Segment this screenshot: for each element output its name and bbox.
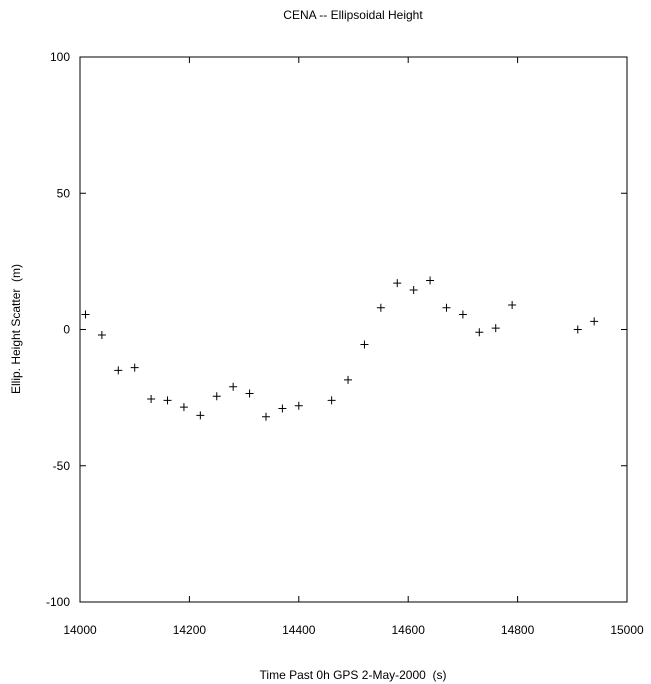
data-point [245,389,254,398]
x-tick-label: 14600 [392,623,426,637]
data-point [212,392,221,401]
data-point [229,382,238,391]
y-tick-label: -100 [46,595,70,609]
data-point [294,401,303,410]
x-tick-label: 14200 [173,623,207,637]
data-point [130,363,139,372]
x-axis-label: Time Past 0h GPS 2-May-2000 (s) [260,668,447,682]
data-point [573,325,582,334]
chart-title: CENA -- Ellipsoidal Height [283,8,423,22]
data-point [179,403,188,412]
data-point [376,303,385,312]
data-point [327,396,336,405]
data-point [147,394,156,403]
data-point [475,328,484,337]
y-tick-label: 50 [57,186,71,200]
data-point [344,375,353,384]
data-point [81,310,90,319]
data-point [97,330,106,339]
data-point [409,285,418,294]
x-tick-label: 14000 [63,623,97,637]
data-point [426,276,435,285]
x-tick-label: 15000 [610,623,644,637]
data-point [278,404,287,413]
data-point [442,303,451,312]
data-point [508,300,517,309]
data-point [196,411,205,420]
y-axis-label: Ellip. Height Scatter (m) [9,264,23,394]
y-tick-label: 100 [50,50,70,64]
data-point [261,412,270,421]
y-tick-label: 0 [63,323,70,337]
data-point [360,340,369,349]
y-tick-label: -50 [53,459,71,473]
data-point [114,366,123,375]
x-tick-label: 14400 [282,623,316,637]
data-point [393,279,402,288]
data-point [590,317,599,326]
data-point [491,324,500,333]
data-point [458,310,467,319]
x-tick-label: 14800 [501,623,535,637]
data-point [163,396,172,405]
